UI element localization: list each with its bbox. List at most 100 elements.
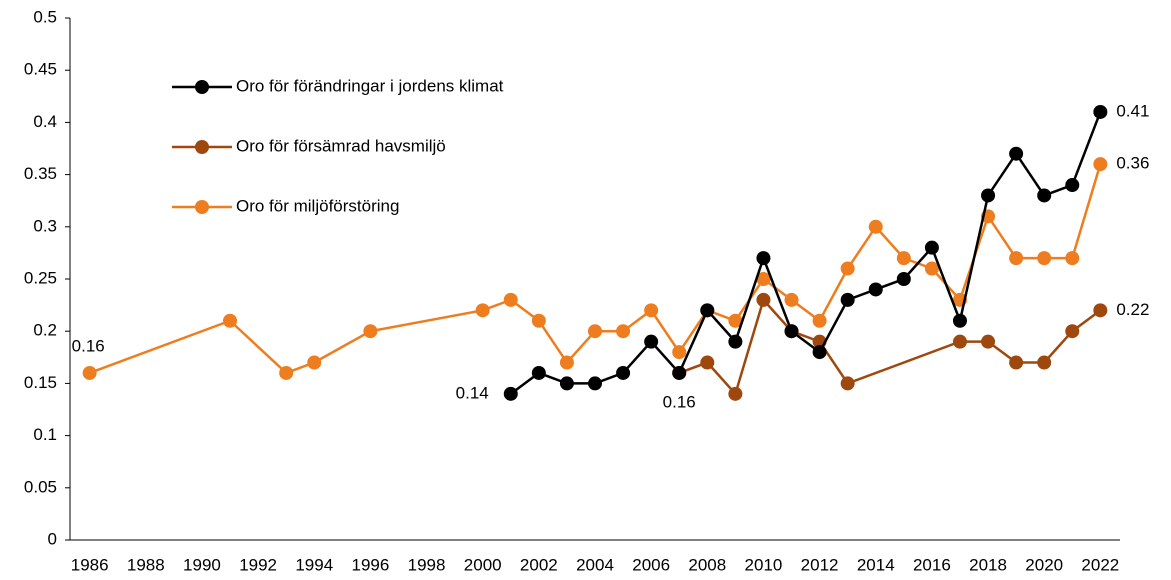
marker [868, 282, 883, 297]
marker [644, 303, 659, 318]
y-tick-label: 0.2 [33, 321, 57, 340]
marker [868, 219, 883, 234]
x-tick-label: 2012 [801, 555, 839, 574]
marker [756, 272, 771, 286]
y-tick-label: 0.25 [24, 268, 57, 287]
marker [307, 355, 322, 370]
marker [924, 261, 939, 276]
x-tick-label: 2000 [464, 555, 502, 574]
marker [1009, 355, 1024, 370]
marker [840, 292, 855, 307]
marker [981, 188, 996, 203]
marker [728, 386, 743, 401]
x-tick-label: 2008 [688, 555, 726, 574]
legend-marker [195, 200, 209, 214]
marker [952, 334, 967, 349]
x-tick-label: 1988 [127, 555, 165, 574]
y-tick-label: 0.1 [33, 425, 57, 444]
marker [616, 324, 631, 339]
y-tick-label: 0.4 [33, 112, 57, 131]
series-line [678, 297, 1102, 397]
marker [784, 292, 799, 307]
legend-label: Oro för förändringar i jordens klimat [236, 76, 504, 95]
y-tick-label: 0.5 [33, 7, 57, 26]
marker [588, 324, 602, 339]
marker [1065, 178, 1080, 193]
data-label: 0.36 [1116, 154, 1149, 173]
x-tick-label: 1990 [183, 555, 221, 574]
data-label: 0.14 [456, 383, 489, 402]
marker [812, 345, 827, 360]
x-tick-label: 2020 [1025, 555, 1063, 574]
x-tick-label: 2018 [969, 555, 1007, 574]
marker [1037, 251, 1052, 266]
x-tick-label: 1998 [408, 555, 446, 574]
x-tick-label: 1986 [71, 555, 109, 574]
marker [644, 334, 659, 349]
data-label: 0.41 [1116, 101, 1149, 120]
marker [700, 303, 715, 318]
marker [223, 313, 238, 328]
marker [784, 324, 799, 339]
marker [896, 251, 911, 266]
y-tick-label: 0.35 [24, 164, 57, 183]
marker [672, 365, 687, 380]
x-tick-label: 1996 [351, 555, 389, 574]
marker [728, 334, 743, 349]
y-tick-label: 0.15 [24, 373, 57, 392]
marker [728, 313, 743, 328]
marker [981, 334, 996, 349]
marker [1009, 146, 1024, 161]
legend-marker [195, 80, 209, 94]
marker [700, 355, 715, 370]
x-tick-label: 2022 [1081, 555, 1119, 574]
marker [756, 292, 771, 307]
marker [1093, 104, 1108, 119]
marker [1065, 324, 1080, 339]
marker [588, 376, 602, 391]
marker [812, 313, 827, 328]
marker [1093, 157, 1108, 172]
marker [559, 355, 574, 370]
data-label: 0.22 [1116, 300, 1149, 319]
data-label: 0.16 [72, 336, 105, 355]
y-tick-label: 0.45 [24, 60, 57, 79]
marker [503, 386, 518, 401]
marker [1037, 355, 1052, 370]
legend-label: Oro för försämrad havsmiljö [236, 136, 446, 155]
data-label: 0.16 [663, 392, 696, 411]
marker [1037, 188, 1052, 203]
series-line [89, 163, 1102, 375]
marker [672, 345, 687, 360]
y-tick-label: 0.3 [33, 216, 57, 235]
marker [756, 251, 771, 266]
marker [1065, 251, 1080, 266]
x-tick-label: 2006 [632, 555, 670, 574]
x-tick-label: 2002 [520, 555, 558, 574]
marker [1093, 303, 1108, 318]
x-tick-label: 1994 [295, 555, 333, 574]
x-tick-label: 2010 [745, 555, 783, 574]
legend-marker [195, 140, 209, 154]
marker [1009, 251, 1024, 266]
y-tick-label: 0 [48, 529, 57, 548]
x-tick-label: 2014 [857, 555, 895, 574]
legend-label: Oro för miljöförstöring [236, 196, 399, 215]
marker [503, 292, 518, 307]
marker [531, 313, 546, 328]
x-tick-label: 2016 [913, 555, 951, 574]
marker [952, 313, 967, 328]
marker [531, 365, 546, 380]
series-line [510, 111, 1102, 395]
x-tick-label: 1992 [239, 555, 277, 574]
marker [82, 365, 97, 380]
marker [475, 303, 490, 318]
y-tick-label: 0.05 [24, 477, 57, 496]
marker [279, 365, 294, 380]
marker [616, 365, 631, 380]
marker [363, 324, 378, 339]
x-tick-label: 2004 [576, 555, 614, 574]
marker [840, 376, 855, 391]
marker [559, 376, 574, 391]
